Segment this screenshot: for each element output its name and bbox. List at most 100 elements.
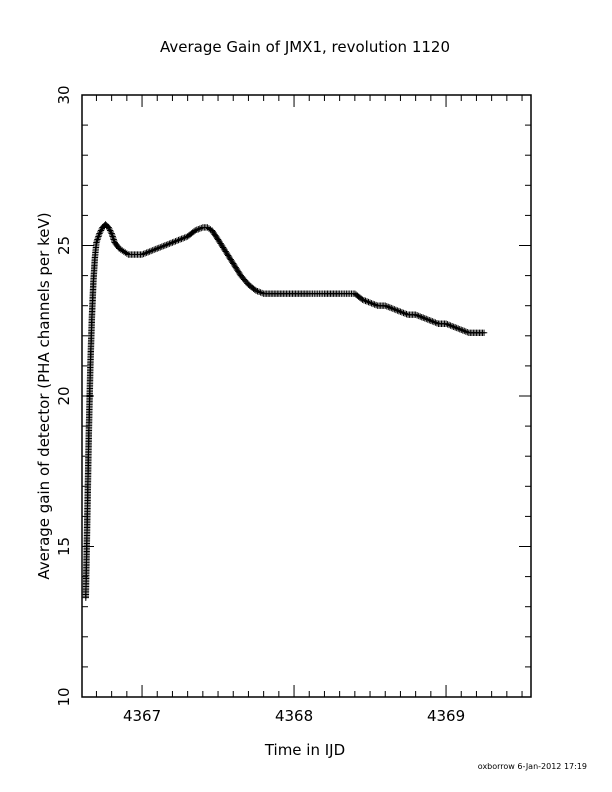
data-point [176,236,184,243]
data-point [398,309,406,316]
data-point [97,228,104,236]
data-point [392,306,400,314]
data-point [108,230,115,237]
data-point [147,247,155,255]
data-point [417,313,424,320]
data-point [369,300,377,308]
footer-stamp: oxborrow 6-Jan-2012 17:19 [478,762,587,771]
data-point [357,295,365,302]
data-point [401,310,409,317]
data-point [427,317,435,324]
data-point [459,327,466,334]
plot-frame [81,94,532,698]
data-point [426,316,433,324]
data-point [448,322,456,330]
data-point [161,242,169,249]
data-point [394,307,401,314]
data-point [140,250,147,258]
data-point [109,233,116,240]
x-tick-label: 4367 [123,707,161,725]
data-point [155,244,162,252]
data-point [167,239,175,247]
data-point [421,315,428,322]
y-tick-label: 15 [55,537,73,556]
data-point [149,247,156,254]
data-point [252,287,260,294]
data-point [382,302,389,309]
data-point [181,234,188,241]
data-point [96,230,103,237]
data-point [193,226,200,234]
data-point [420,314,427,321]
data-point [363,298,371,305]
x-axis-ticks [95,95,523,697]
data-point [143,249,150,256]
data-point [450,323,457,330]
data-point [93,239,100,246]
data-point [151,246,158,253]
data-point [372,301,380,309]
data-point [109,234,117,242]
data-point [453,324,460,332]
data-point [166,240,173,247]
data-point [362,297,369,305]
y-axis-label: Average gain of detector (PHA channels p… [35,212,53,579]
data-point [371,301,378,308]
data-point [146,248,153,255]
data-point [464,328,471,336]
data-point [157,244,164,251]
data-point [418,313,425,321]
data-point [400,309,407,317]
data-point [97,227,105,234]
data-point [385,303,392,311]
data-point [257,289,264,296]
data-point [108,231,116,239]
data-point [110,236,117,243]
data-point [154,245,161,252]
data-point [179,235,187,242]
data-point [389,305,397,312]
data-point [413,312,421,319]
data-point [195,226,202,233]
data-point [160,242,167,250]
data-point [447,322,454,329]
data-point [182,233,190,241]
data-point [163,241,170,249]
data-point [110,237,118,245]
data-point [433,319,441,327]
data-point [365,298,372,306]
x-axis-tick-labels: 4367 4368 4369 [123,707,465,725]
data-point [94,236,101,243]
data-point [138,251,146,258]
data-point [415,312,422,320]
y-axis-ticks [82,94,531,698]
data-point [169,239,176,246]
data-point [451,324,459,331]
x-axis-label: Time in IJD [264,741,345,759]
data-point [251,286,258,293]
data-point [172,238,179,245]
data-point [403,310,410,318]
data-point [93,237,101,245]
data-point [461,327,468,335]
data-point [424,316,431,323]
y-tick-label: 20 [55,386,73,405]
data-point [94,234,102,242]
data-point [368,300,375,307]
data-point [432,319,439,326]
data-point [391,306,398,313]
data-point [462,328,469,335]
data-point [152,245,159,253]
data-point [395,307,403,315]
data-point [444,321,451,328]
x-tick-label: 4369 [427,707,465,725]
data-point [386,304,393,311]
data-point [383,303,390,310]
data-point [170,238,178,246]
data-point [366,299,374,306]
data-point [123,250,131,257]
y-tick-label: 30 [55,85,73,104]
y-tick-label: 25 [55,236,73,255]
data-point [164,241,172,248]
x-tick-label: 4368 [275,707,313,725]
